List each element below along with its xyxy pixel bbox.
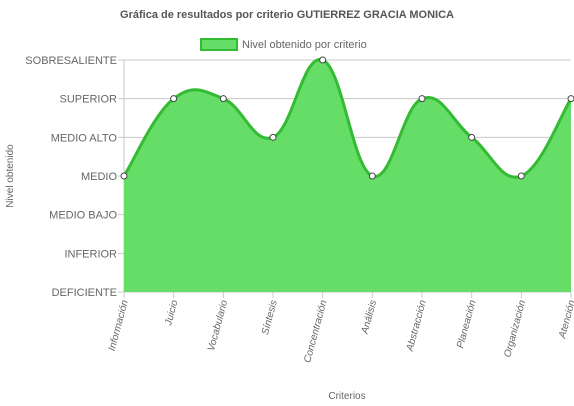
data-point[interactable] bbox=[468, 133, 476, 141]
y-tick-label: SUPERIOR bbox=[60, 94, 118, 106]
data-points bbox=[120, 56, 574, 180]
x-tick-label: Atención bbox=[557, 299, 574, 341]
series-area-fill bbox=[124, 59, 571, 292]
legend-label: Nivel obtenido por criterio bbox=[242, 39, 367, 51]
x-tick-label: Abstracción bbox=[404, 299, 429, 354]
data-point[interactable] bbox=[269, 133, 277, 141]
x-tick-label: Organización bbox=[502, 299, 528, 359]
data-point[interactable] bbox=[219, 95, 227, 103]
y-tick-label: MEDIO bbox=[81, 171, 118, 183]
x-tick-label: Síntesis bbox=[260, 299, 280, 336]
y-tick-label: SOBRESALIENTE bbox=[25, 55, 117, 67]
x-axis-title: Criterios bbox=[328, 391, 365, 402]
data-point[interactable] bbox=[517, 172, 525, 180]
y-tick-label: DEFICIENTE bbox=[52, 287, 117, 299]
data-point[interactable] bbox=[418, 95, 426, 103]
chart-title: Gráfica de resultados por criterio GUTIE… bbox=[120, 9, 454, 21]
x-tick-label: Concentración bbox=[302, 299, 329, 365]
series-line bbox=[122, 58, 573, 179]
legend[interactable]: Nivel obtenido por criterio bbox=[200, 38, 367, 51]
y-tick-label: MEDIO BAJO bbox=[49, 210, 117, 222]
x-tick-label: Análisis bbox=[359, 299, 379, 336]
data-point[interactable] bbox=[319, 56, 327, 64]
data-point[interactable] bbox=[368, 172, 376, 180]
series-area bbox=[122, 58, 573, 292]
x-tick-label: Información bbox=[107, 299, 131, 353]
data-point[interactable] bbox=[120, 172, 128, 180]
y-axis-title: Nivel obtenido bbox=[5, 144, 16, 208]
x-tick-label: Juicio bbox=[163, 299, 181, 328]
x-tick-label: Vocabulario bbox=[206, 299, 230, 353]
y-axis-ticks: DEFICIENTE INFERIOR MEDIO BAJO MEDIO MEDIO A… bbox=[25, 55, 117, 299]
y-tick-label: MEDIO ALTO bbox=[51, 132, 118, 144]
x-tick-label: Planeación bbox=[455, 299, 479, 350]
y-tick-label: INFERIOR bbox=[64, 248, 117, 260]
legend-swatch bbox=[200, 38, 238, 51]
data-point[interactable] bbox=[567, 95, 574, 103]
data-point[interactable] bbox=[170, 95, 178, 103]
x-axis-ticks: Información Juicio Vocabulario Síntesis Conc… bbox=[107, 299, 574, 365]
